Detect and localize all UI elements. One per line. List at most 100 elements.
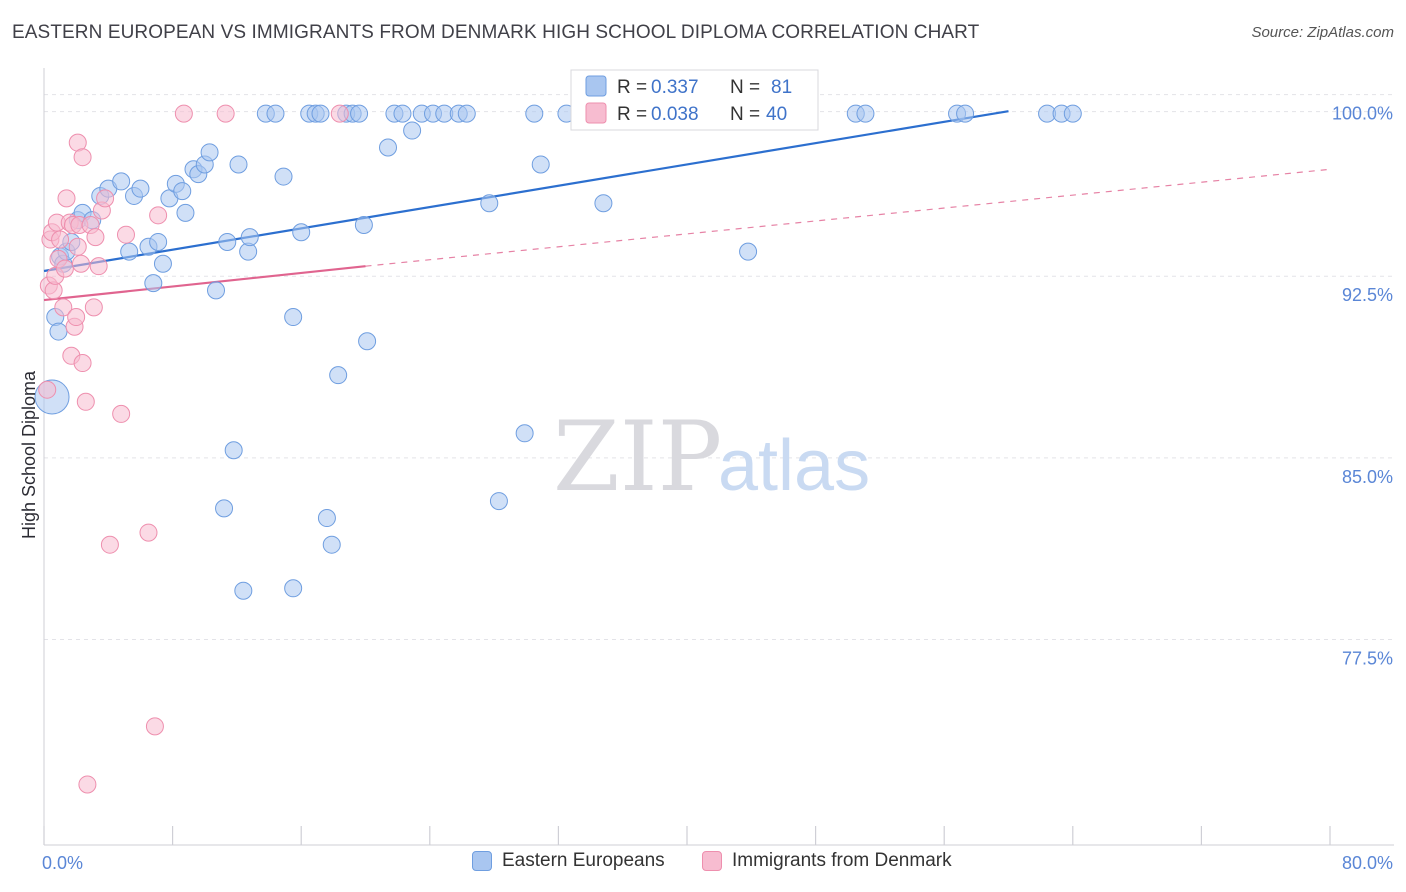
bottom-legend-label: Immigrants from Denmark <box>732 850 952 871</box>
point-eastern-europeans <box>956 104 975 123</box>
point-immigrants-from-denmark <box>73 148 92 167</box>
point-eastern-europeans <box>207 281 226 300</box>
point-eastern-europeans <box>358 332 377 351</box>
legend-swatch-eastern-europeans <box>585 75 607 97</box>
point-eastern-europeans <box>240 228 259 247</box>
point-immigrants-from-denmark <box>68 237 87 256</box>
axes <box>43 68 1394 846</box>
legend: R = 0.337 N = 81 R = 0.038 N = 40 <box>570 69 819 131</box>
x-tick-labels: 0.0% 80.0% <box>42 853 1393 873</box>
point-immigrants-from-denmark <box>38 380 57 399</box>
point-eastern-europeans <box>234 581 253 600</box>
bottom-legend: Eastern Europeans Immigrants from Denmar… <box>0 850 1406 880</box>
watermark-zip: ZIP <box>553 401 722 513</box>
legend-swatch-immigrants-from-denmark <box>585 102 607 124</box>
point-eastern-europeans <box>284 308 303 327</box>
point-eastern-europeans <box>531 155 550 174</box>
legend-r-label: R = <box>617 104 647 125</box>
legend-n-label: N = <box>730 77 760 98</box>
point-eastern-europeans <box>266 104 285 123</box>
point-immigrants-from-denmark <box>84 298 103 317</box>
point-eastern-europeans <box>131 179 150 198</box>
watermark: ZIP atlas <box>553 401 870 513</box>
point-eastern-europeans <box>329 366 348 385</box>
point-eastern-europeans <box>120 242 139 261</box>
point-eastern-europeans <box>480 194 499 213</box>
point-eastern-europeans <box>292 223 311 242</box>
point-immigrants-from-denmark <box>145 717 164 736</box>
bottom-legend-item-immigrants-from-denmark: Immigrants from Denmark <box>702 850 952 872</box>
y-tick-label: 85.0% <box>1342 467 1393 487</box>
point-immigrants-from-denmark <box>174 104 193 123</box>
point-eastern-europeans <box>176 203 195 222</box>
point-eastern-europeans <box>149 232 168 251</box>
legend-r-value: 0.337 <box>651 77 699 98</box>
point-eastern-europeans <box>218 232 237 251</box>
bottom-legend-label: Eastern Europeans <box>502 850 665 871</box>
point-eastern-europeans <box>457 104 476 123</box>
point-immigrants-from-denmark <box>116 225 135 244</box>
point-eastern-europeans <box>350 104 369 123</box>
point-eastern-europeans <box>403 121 422 140</box>
point-immigrants-from-denmark <box>112 404 131 423</box>
legend-n-value: 81 <box>771 77 792 98</box>
point-eastern-europeans <box>153 254 172 273</box>
point-immigrants-from-denmark <box>78 775 97 794</box>
point-eastern-europeans <box>322 535 341 554</box>
point-immigrants-from-denmark <box>149 206 168 225</box>
point-eastern-europeans <box>49 322 68 341</box>
chart-title: EASTERN EUROPEAN VS IMMIGRANTS FROM DENM… <box>12 22 980 43</box>
point-eastern-europeans <box>317 509 336 528</box>
point-eastern-europeans <box>515 424 534 443</box>
point-eastern-europeans <box>1063 104 1082 123</box>
legend-frame <box>570 69 819 131</box>
point-immigrants-from-denmark <box>139 523 158 542</box>
bottom-legend-swatch <box>472 851 492 871</box>
point-eastern-europeans <box>354 216 373 234</box>
point-immigrants-from-denmark <box>54 298 73 317</box>
point-eastern-europeans <box>112 172 131 191</box>
point-immigrants-from-denmark <box>73 354 92 373</box>
point-eastern-europeans <box>200 143 219 162</box>
point-eastern-europeans <box>173 182 192 201</box>
point-immigrants-from-denmark <box>71 254 90 273</box>
point-immigrants-from-denmark <box>86 228 105 247</box>
point-eastern-europeans <box>525 104 544 123</box>
point-eastern-europeans <box>311 104 330 123</box>
point-immigrants-from-denmark <box>330 104 349 123</box>
point-immigrants-from-denmark <box>55 259 74 278</box>
point-eastern-europeans <box>144 274 163 293</box>
bottom-legend-swatch <box>702 851 722 871</box>
trend-line-eastern-europeans <box>43 110 1009 273</box>
point-eastern-europeans <box>215 499 234 518</box>
point-immigrants-from-denmark <box>96 189 115 208</box>
grid-lines <box>44 94 1394 641</box>
y-tick-label: 100.0% <box>1332 104 1393 124</box>
trend-lines <box>43 110 1331 302</box>
point-eastern-europeans <box>856 104 875 123</box>
y-tick-label: 92.5% <box>1342 285 1393 305</box>
bottom-legend-item-eastern-europeans: Eastern Europeans <box>472 850 665 872</box>
trend-line-immigrants-from-denmark <box>43 265 366 302</box>
x-tick-label: 0.0% <box>42 853 83 873</box>
point-eastern-europeans <box>229 155 248 174</box>
point-immigrants-from-denmark <box>67 308 86 327</box>
y-tick-labels: 77.5% 85.0% 92.5% 100.0% <box>1332 104 1393 669</box>
legend-n-value: 40 <box>766 104 787 125</box>
y-axis-label: High School Diploma <box>19 370 39 539</box>
data-points <box>34 104 1082 794</box>
point-eastern-europeans <box>379 138 398 157</box>
point-eastern-europeans <box>489 492 508 511</box>
legend-r-value: 0.038 <box>651 104 699 125</box>
point-immigrants-from-denmark <box>100 535 119 554</box>
point-eastern-europeans <box>393 104 412 123</box>
point-immigrants-from-denmark <box>216 104 235 123</box>
source-credit: Source: ZipAtlas.com <box>1251 24 1394 41</box>
watermark-atlas: atlas <box>718 426 870 506</box>
point-immigrants-from-denmark <box>51 230 70 249</box>
point-eastern-europeans <box>739 242 758 261</box>
point-eastern-europeans <box>224 441 243 460</box>
trend-line-extension-immigrants-from-denmark <box>365 168 1331 267</box>
point-eastern-europeans <box>274 167 293 186</box>
